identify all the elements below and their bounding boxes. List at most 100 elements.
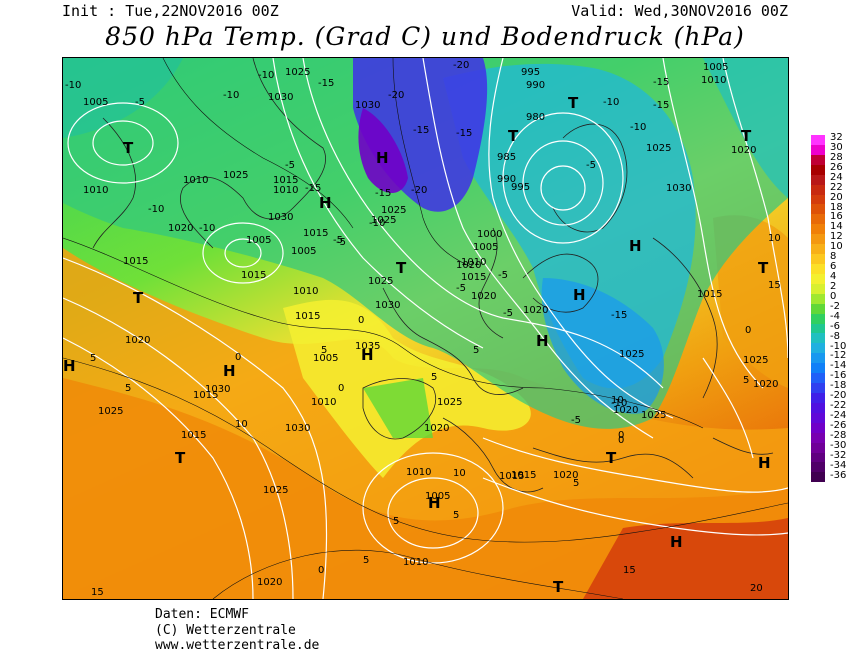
temp-label: 20	[750, 583, 763, 594]
scale-tick-label: 10	[830, 241, 843, 253]
scale-tick-label: 22	[830, 181, 843, 193]
temp-label: -10	[369, 218, 385, 229]
isobar-label: 1020	[523, 305, 548, 316]
temp-label: -5	[135, 97, 145, 108]
scale-swatch	[811, 353, 825, 364]
scale-tick-label: 28	[830, 151, 843, 163]
high-mideast: H	[670, 533, 683, 551]
temp-label: -20	[453, 60, 469, 71]
high-germany: H	[536, 332, 549, 350]
scale-tick-label: -6	[830, 320, 840, 332]
scale-tick-label: 30	[830, 141, 843, 153]
temp-label: 15	[768, 280, 781, 291]
isobar-label: 1025	[223, 170, 248, 181]
temp-label: 10	[768, 233, 781, 244]
temp-label: -5	[503, 308, 513, 319]
isobar-label: 1010	[403, 557, 428, 568]
isobar-label: 1025	[285, 67, 310, 78]
temp-label: -10	[258, 70, 274, 81]
credit-website: www.wetterzentrale.de	[155, 638, 320, 653]
temp-label: -15	[318, 78, 334, 89]
scale-tick-label: -8	[830, 330, 840, 342]
isobar-label: 1020	[553, 470, 578, 481]
temp-label: -15	[611, 310, 627, 321]
credits: Daten: ECMWF (C) Wetterzentrale www.wett…	[155, 607, 319, 654]
scale-swatch	[811, 333, 825, 344]
scale-tick-label: 8	[830, 251, 837, 263]
scale-swatch	[811, 254, 825, 264]
temp-label: -15	[413, 125, 429, 136]
low-norway: T	[508, 127, 519, 145]
scale-swatch	[811, 273, 825, 284]
scale-swatch	[811, 373, 825, 384]
scale-swatch	[811, 244, 825, 255]
scale-swatch	[811, 462, 825, 473]
temp-label: 10	[235, 419, 248, 430]
low-greenland: T	[123, 139, 134, 157]
scale-tick-label: -36	[830, 469, 847, 481]
isobar-label: 1020	[731, 145, 756, 156]
scale-swatch	[811, 392, 825, 403]
scale-swatch	[811, 144, 825, 155]
isobar-label: 995	[511, 182, 530, 193]
scale-swatch	[811, 204, 825, 215]
temp-label: -10	[611, 398, 627, 409]
temp-label: -10	[603, 97, 619, 108]
isobar-label: 1015	[295, 311, 320, 322]
scale-swatch	[811, 224, 825, 235]
low-aegean: T	[606, 449, 617, 467]
isobar-label: 1020	[753, 379, 778, 390]
scale-tick-label: -16	[830, 370, 847, 382]
scale-tick-label: 6	[830, 261, 837, 273]
low-atlantic-n: T	[133, 289, 144, 307]
high-biscay: H	[361, 346, 374, 364]
isobar-label: 1010	[311, 397, 336, 408]
isobar-label: 1010	[406, 467, 431, 478]
temperature-scale	[811, 135, 825, 483]
isobar-label: 1005	[703, 62, 728, 73]
isobar-label: 1015	[461, 272, 486, 283]
temp-label: -15	[653, 77, 669, 88]
isobar-label: 1030	[268, 92, 293, 103]
temp-label: 0	[358, 315, 364, 326]
isobar-label: 1025	[619, 349, 644, 360]
scale-swatch	[811, 383, 825, 393]
temp-label: -5	[333, 235, 343, 246]
isobar-label: 1035	[355, 341, 380, 352]
high-west: H	[63, 357, 76, 375]
isobar-label: 995	[521, 67, 540, 78]
coldest-core	[358, 108, 408, 193]
temp-label: 5	[473, 345, 479, 356]
isobar-label: 985	[497, 152, 516, 163]
pressure-centres: H H H H H H H H H H H T T T T T T T T T …	[63, 94, 771, 596]
scale-tick-label: -32	[830, 449, 847, 461]
scale-tick-label: -4	[830, 310, 840, 322]
isobar-label: 1005	[291, 246, 316, 257]
isobar-label: 1015	[193, 390, 218, 401]
temp-label: -15	[375, 188, 391, 199]
scale-swatch	[811, 313, 825, 324]
temp-label: 5	[743, 375, 749, 386]
temp-label: -5	[586, 160, 596, 171]
temp-label: 5	[90, 353, 96, 364]
temp-label: -10	[223, 90, 239, 101]
isobar-label: 1015	[499, 471, 524, 482]
low-caspian-n: T	[758, 259, 769, 277]
scale-swatch	[811, 263, 825, 274]
init-time: Init : Tue,22NOV2016 00Z	[62, 2, 279, 20]
high-atlantic: H	[223, 362, 236, 380]
isobar-label: 1005	[83, 97, 108, 108]
scale-tick-label: 4	[830, 271, 837, 283]
scale-swatch	[811, 363, 825, 374]
scale-swatch	[811, 472, 825, 483]
scale-tick-label: 16	[830, 211, 843, 223]
scale-tick-label: -2	[830, 300, 840, 312]
cold-zone-scandinavia	[443, 63, 696, 389]
temp-label: -5	[498, 270, 508, 281]
isobar-label: 1025	[381, 205, 406, 216]
high-sahara: H	[428, 494, 441, 512]
scale-tick-label: 26	[830, 161, 843, 173]
isobar-label: 1025	[263, 485, 288, 496]
scale-swatch	[811, 412, 825, 423]
low-arctic: T	[568, 94, 579, 112]
